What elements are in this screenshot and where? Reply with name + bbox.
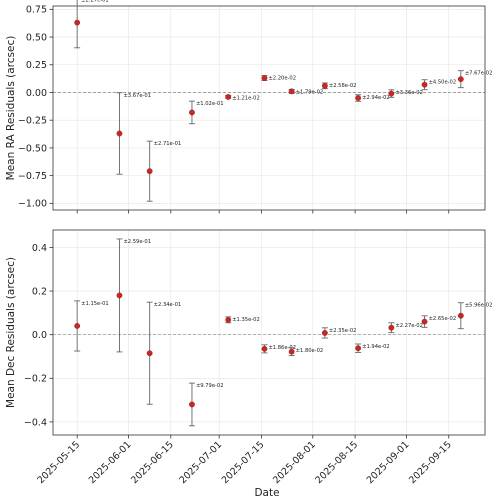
error-annotation: ±2.27e-02: [395, 323, 423, 329]
data-point: [146, 168, 153, 175]
error-annotation: ±9.79e-02: [196, 383, 224, 389]
error-annotation: ±5.96e-02: [465, 303, 493, 309]
x-tick-label: 2025-09-01: [365, 439, 412, 486]
error-annotation: ±1.80e-02: [296, 348, 324, 354]
y-tick-label: −0.50: [18, 143, 47, 154]
error-annotation: ±2.59e-01: [123, 239, 151, 245]
x-tick-label: 2025-07-15: [220, 439, 267, 486]
error-annotation: ±1.35e-02: [232, 317, 260, 323]
data-point: [116, 292, 123, 299]
dec-residuals-panel: −0.4 −0.2 0.0 0.2 0.4 Mean Dec Residuals (arc…: [5, 229, 493, 486]
error-annotation: ±2.27e-01: [81, 0, 109, 3]
y-tick-label: 0.50: [26, 32, 47, 43]
data-point: [321, 82, 328, 89]
error-annotation: ±1.15e-01: [81, 301, 109, 307]
y-tick-label: 0.75: [26, 5, 47, 16]
data-point: [421, 318, 428, 325]
data-point: [457, 312, 464, 319]
plot-frame: [52, 229, 486, 436]
x-tick-label: 2025-06-15: [129, 439, 176, 486]
data-point: [146, 350, 153, 357]
y-tick-label: −1.00: [18, 199, 47, 210]
data-point: [261, 345, 268, 352]
data-point: [261, 75, 268, 81]
error-annotation: ±2.34e-01: [154, 302, 182, 308]
error-annotation: ±1.86e-02: [268, 345, 296, 351]
y-tick-label: 0.0: [32, 330, 47, 341]
ra-residuals-panel: −1.00 −0.75 −0.50 −0.25 0.00 0.25 0.50 0.75 Mean…: [5, 0, 492, 214]
data-point: [457, 76, 464, 83]
error-annotation: ±1.94e-02: [362, 344, 390, 350]
y-tick-label: 0.4: [32, 243, 47, 254]
error-annotation: ±3.67e-01: [123, 93, 151, 99]
plot-frame: [52, 5, 486, 211]
x-tick-label: 2025-06-01: [87, 439, 134, 486]
error-annotation: ±4.50e-02: [429, 80, 457, 86]
error-annotation: ±2.71e-01: [154, 141, 182, 147]
y-tick-label: −0.4: [24, 417, 47, 428]
data-point: [74, 19, 81, 26]
data-point: [189, 401, 195, 408]
y-tick-label: 0.2: [32, 286, 47, 297]
data-point: [288, 88, 295, 95]
data-point: [74, 323, 81, 329]
error-annotation: ±1.02e-01: [196, 101, 224, 107]
x-axis-title: Date: [254, 487, 279, 499]
data-point: [225, 316, 232, 323]
x-tick-label: 2025-07-01: [177, 439, 224, 486]
error-annotation: ±3.36e-02: [395, 90, 423, 96]
error-annotation: ±2.35e-02: [329, 328, 357, 334]
y-tick-label: −0.25: [18, 116, 47, 127]
data-point: [321, 330, 328, 336]
data-point: [388, 324, 395, 331]
error-annotation: ±2.20e-02: [268, 76, 296, 82]
y-tick-label: 0.25: [26, 60, 47, 71]
data-point: [355, 95, 362, 101]
data-point: [388, 90, 395, 97]
y-tick-label: −0.75: [18, 171, 47, 182]
error-annotation: ±1.21e-02: [232, 96, 260, 102]
x-tick-label: 2025-05-15: [35, 439, 82, 486]
x-tick-label: 2025-08-15: [313, 439, 360, 486]
data-point: [189, 109, 195, 116]
error-annotation: ±2.58e-02: [329, 83, 357, 89]
x-tick-label: 2025-08-01: [271, 439, 318, 486]
data-point: [116, 130, 123, 137]
y-tick-label: 0.00: [26, 88, 47, 99]
error-annotation: ±7.67e-02: [465, 71, 493, 77]
y-axis-title: Mean Dec Residuals (arcsec): [5, 257, 17, 408]
data-point: [225, 94, 232, 100]
error-annotation: ±1.79e-02: [296, 89, 324, 95]
x-tick-label: 2025-09-15: [407, 439, 454, 486]
error-annotation: ±2.65e-02: [429, 316, 457, 322]
data-point: [288, 348, 295, 355]
y-axis-title: Mean RA Residuals (arcsec): [5, 36, 17, 181]
data-point: [355, 345, 362, 352]
y-tick-label: −0.2: [24, 374, 47, 385]
data-point: [421, 81, 428, 88]
error-annotation: ±2.94e-02: [362, 95, 390, 101]
